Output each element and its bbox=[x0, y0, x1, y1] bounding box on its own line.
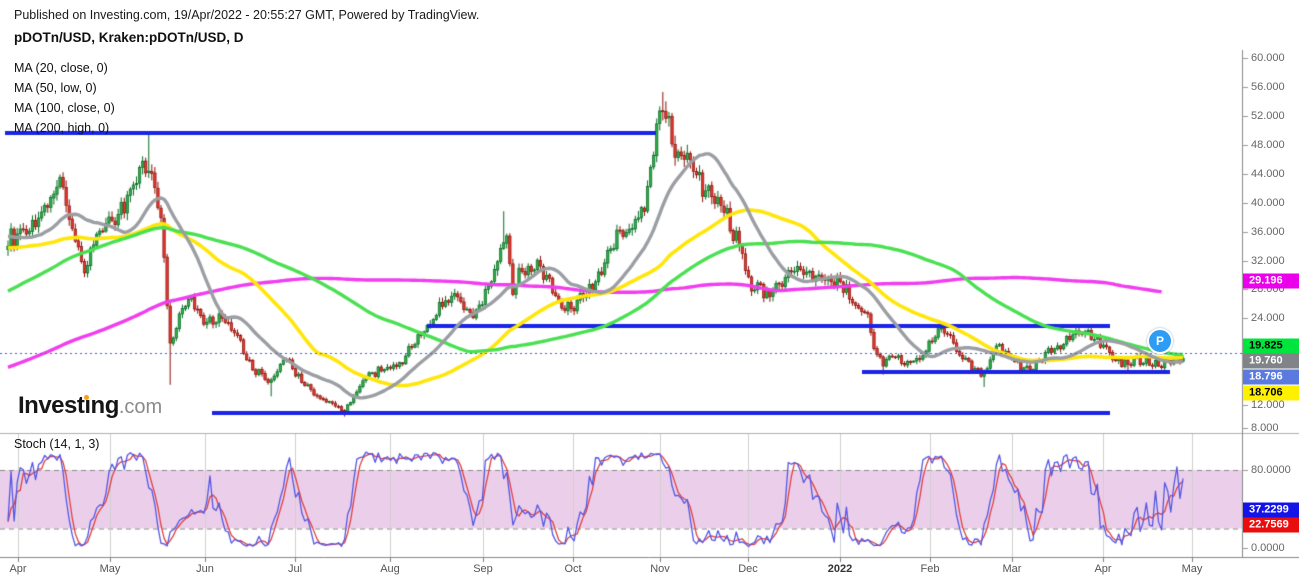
time-axis-month-label: May bbox=[1181, 563, 1203, 575]
axis-value-label: 19.760 bbox=[1243, 353, 1299, 369]
axis-tick-label: 8.000 bbox=[1251, 422, 1279, 434]
time-axis-month-label: Feb bbox=[920, 563, 940, 575]
axis-value-label: 22.7569 bbox=[1243, 517, 1299, 533]
time-axis-month-label: Jun bbox=[196, 563, 214, 575]
axis-value-label: 18.706 bbox=[1243, 385, 1299, 401]
axis-tick-label: 60.000 bbox=[1251, 52, 1285, 64]
published-line: Published on Investing.com, 19/Apr/2022 … bbox=[14, 8, 480, 22]
symbol-title: pDOTn/USD, Kraken:pDOTn/USD, D bbox=[14, 30, 244, 45]
axis-value-label: 19.825 bbox=[1243, 338, 1299, 354]
logo-orange-dot-icon bbox=[84, 395, 89, 400]
logo-brand-text: Investıng bbox=[18, 392, 119, 419]
axis-tick-label: 80.0000 bbox=[1251, 464, 1291, 476]
time-axis-month-label: Apr bbox=[9, 563, 27, 575]
axis-tick-label: 40.000 bbox=[1251, 197, 1285, 209]
ma-legend-item: MA (200, high, 0) bbox=[14, 121, 110, 135]
axis-value-label: 18.796 bbox=[1243, 369, 1299, 385]
axis-tick-label: 0.0000 bbox=[1251, 542, 1285, 554]
price-marker-letter: P bbox=[1155, 334, 1164, 348]
axis-value-label: 29.196 bbox=[1243, 273, 1299, 289]
time-axis-month-label: Aug bbox=[380, 563, 400, 575]
axis-tick-label: 36.000 bbox=[1251, 226, 1285, 238]
price-marker-badge[interactable]: P bbox=[1147, 328, 1173, 354]
time-axis-month-label: May bbox=[99, 563, 121, 575]
axis-tick-label: 12.000 bbox=[1251, 399, 1285, 411]
axis-tick-label: 32.000 bbox=[1251, 255, 1285, 267]
axis-tick-label: 56.000 bbox=[1251, 81, 1285, 93]
ma-legend-item: MA (100, close, 0) bbox=[14, 101, 115, 115]
time-axis-month-label: Jul bbox=[287, 563, 303, 575]
time-axis-month-label: Nov bbox=[650, 563, 670, 575]
axis-tick-label: 24.000 bbox=[1251, 312, 1285, 324]
time-axis-month-label: Apr bbox=[1094, 563, 1112, 575]
investing-logo: Investıng .com bbox=[18, 392, 162, 420]
time-axis-month-label: 2022 bbox=[827, 563, 853, 575]
logo-tld-text: .com bbox=[118, 396, 163, 418]
ma-legend-item: MA (50, low, 0) bbox=[14, 81, 97, 95]
time-axis-month-label: Dec bbox=[738, 563, 758, 575]
axis-tick-label: 48.000 bbox=[1251, 139, 1285, 151]
time-axis-month-label: Oct bbox=[564, 563, 582, 575]
axis-value-label: 37.2299 bbox=[1243, 502, 1299, 518]
stoch-indicator-label: Stoch (14, 1, 3) bbox=[14, 437, 100, 451]
ma-legend-item: MA (20, close, 0) bbox=[14, 61, 108, 75]
time-axis-month-label: Sep bbox=[473, 563, 493, 575]
time-axis-month-label: Mar bbox=[1002, 563, 1022, 575]
axis-tick-label: 52.000 bbox=[1251, 110, 1285, 122]
ma-legend: MA (20, close, 0) MA (50, low, 0) MA (100,… bbox=[14, 58, 115, 138]
axis-tick-label: 44.000 bbox=[1251, 168, 1285, 180]
